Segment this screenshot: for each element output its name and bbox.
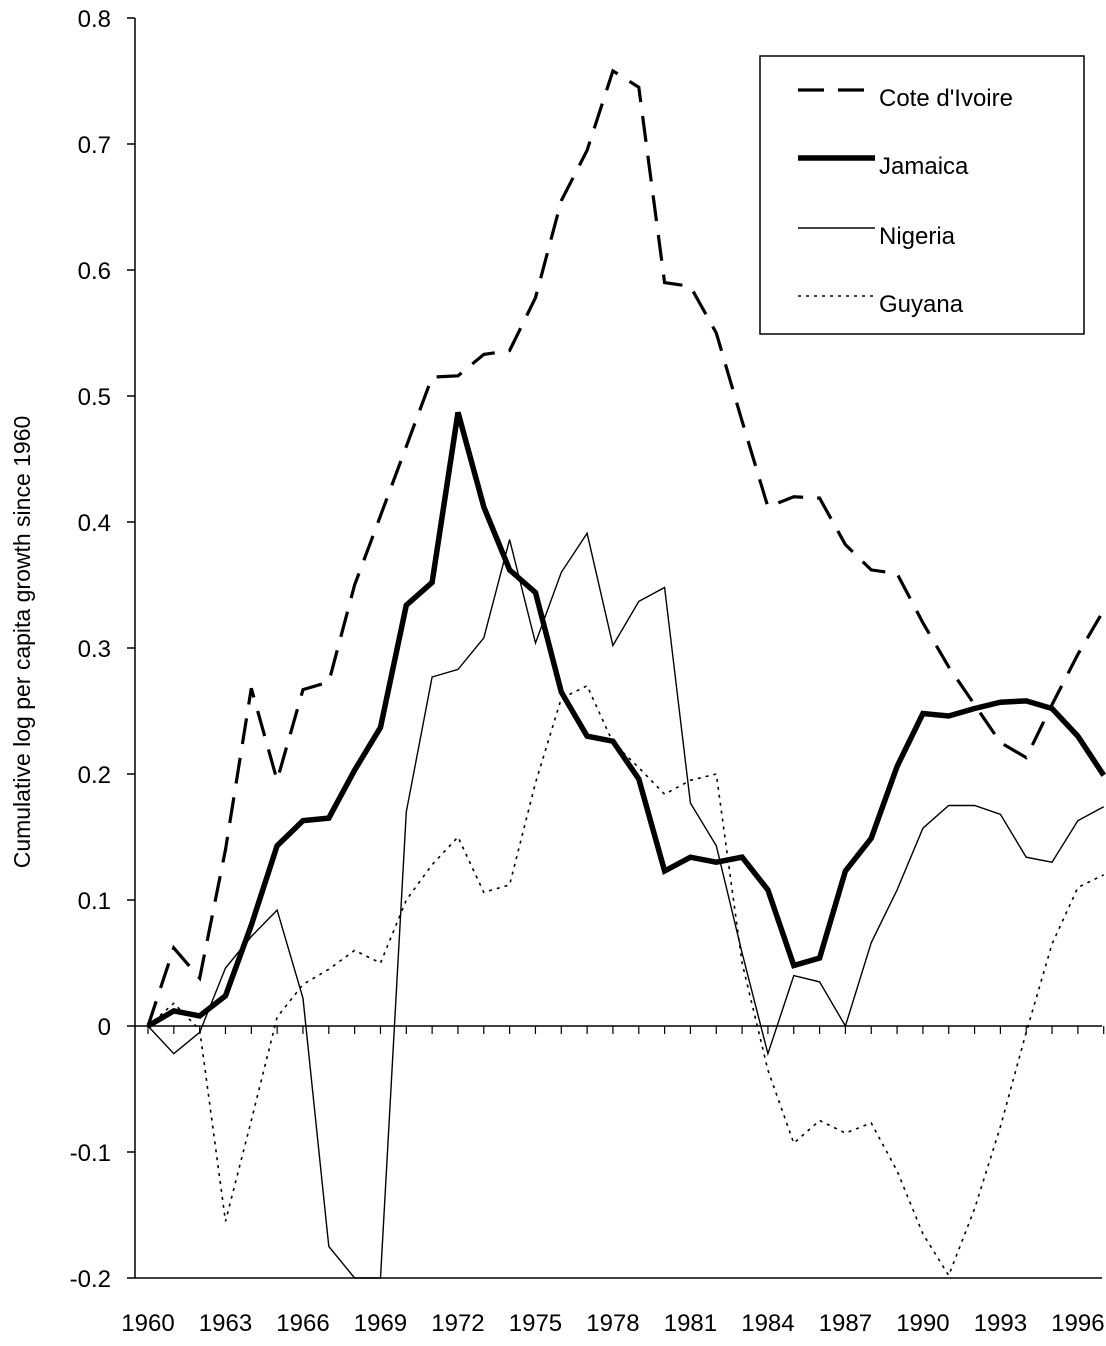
legend-label: Guyana xyxy=(879,291,964,318)
y-tick-label: 0.3 xyxy=(78,636,111,663)
legend: Cote d'Ivoire Jamaica Nigeria Guyana xyxy=(759,55,1085,335)
series-line-guyana xyxy=(147,684,1105,1278)
x-tick-label: 1972 xyxy=(431,1310,484,1337)
y-tick-label: 0.4 xyxy=(78,510,111,537)
y-tick-label: 0.5 xyxy=(78,384,111,411)
legend-label: Nigeria xyxy=(879,223,956,250)
y-tick-label: 0.1 xyxy=(78,888,111,915)
x-tick-label: 1960 xyxy=(121,1310,174,1337)
y-tick-label: -0.2 xyxy=(70,1266,111,1293)
series-line-cote-d-ivoire xyxy=(146,68,1106,1027)
x-tick-label: 1990 xyxy=(896,1310,949,1337)
y-tick-label: 0.7 xyxy=(78,132,111,159)
x-tick-label: 1966 xyxy=(276,1310,329,1337)
legend-label: Cote d'Ivoire xyxy=(879,85,1013,112)
y-tick-label: 0 xyxy=(98,1014,111,1041)
y-axis-title: Cumulative log per capita growth since 1… xyxy=(9,416,35,869)
x-tick-label: 1996 xyxy=(1051,1310,1104,1337)
x-tick-label: 1978 xyxy=(586,1310,639,1337)
x-tick-label: 1969 xyxy=(354,1310,407,1337)
x-tick-label: 1975 xyxy=(509,1310,562,1337)
series-line-jamaica xyxy=(146,411,1106,1029)
axes: 0.8 0.7 0.6 0.5 0.4 0.3 0.2 0.1 0 -0.1 -0.2 1960 196… xyxy=(70,6,1105,1337)
x-tick-label: 1981 xyxy=(664,1310,717,1337)
y-tick-label: 0.2 xyxy=(78,762,111,789)
x-tick-label: 1987 xyxy=(819,1310,872,1337)
y-tick-label: 0.8 xyxy=(78,6,111,33)
series-lines xyxy=(146,68,1106,1279)
legend-box xyxy=(759,55,1085,335)
y-tick-label: 0.6 xyxy=(78,258,111,285)
y-tick-label: -0.1 xyxy=(70,1140,111,1167)
legend-label: Jamaica xyxy=(879,153,969,180)
x-tick-label: 1984 xyxy=(741,1310,794,1337)
x-tick-label: 1963 xyxy=(199,1310,252,1337)
x-tick-label: 1993 xyxy=(974,1310,1027,1337)
series-line-nigeria xyxy=(147,531,1105,1279)
